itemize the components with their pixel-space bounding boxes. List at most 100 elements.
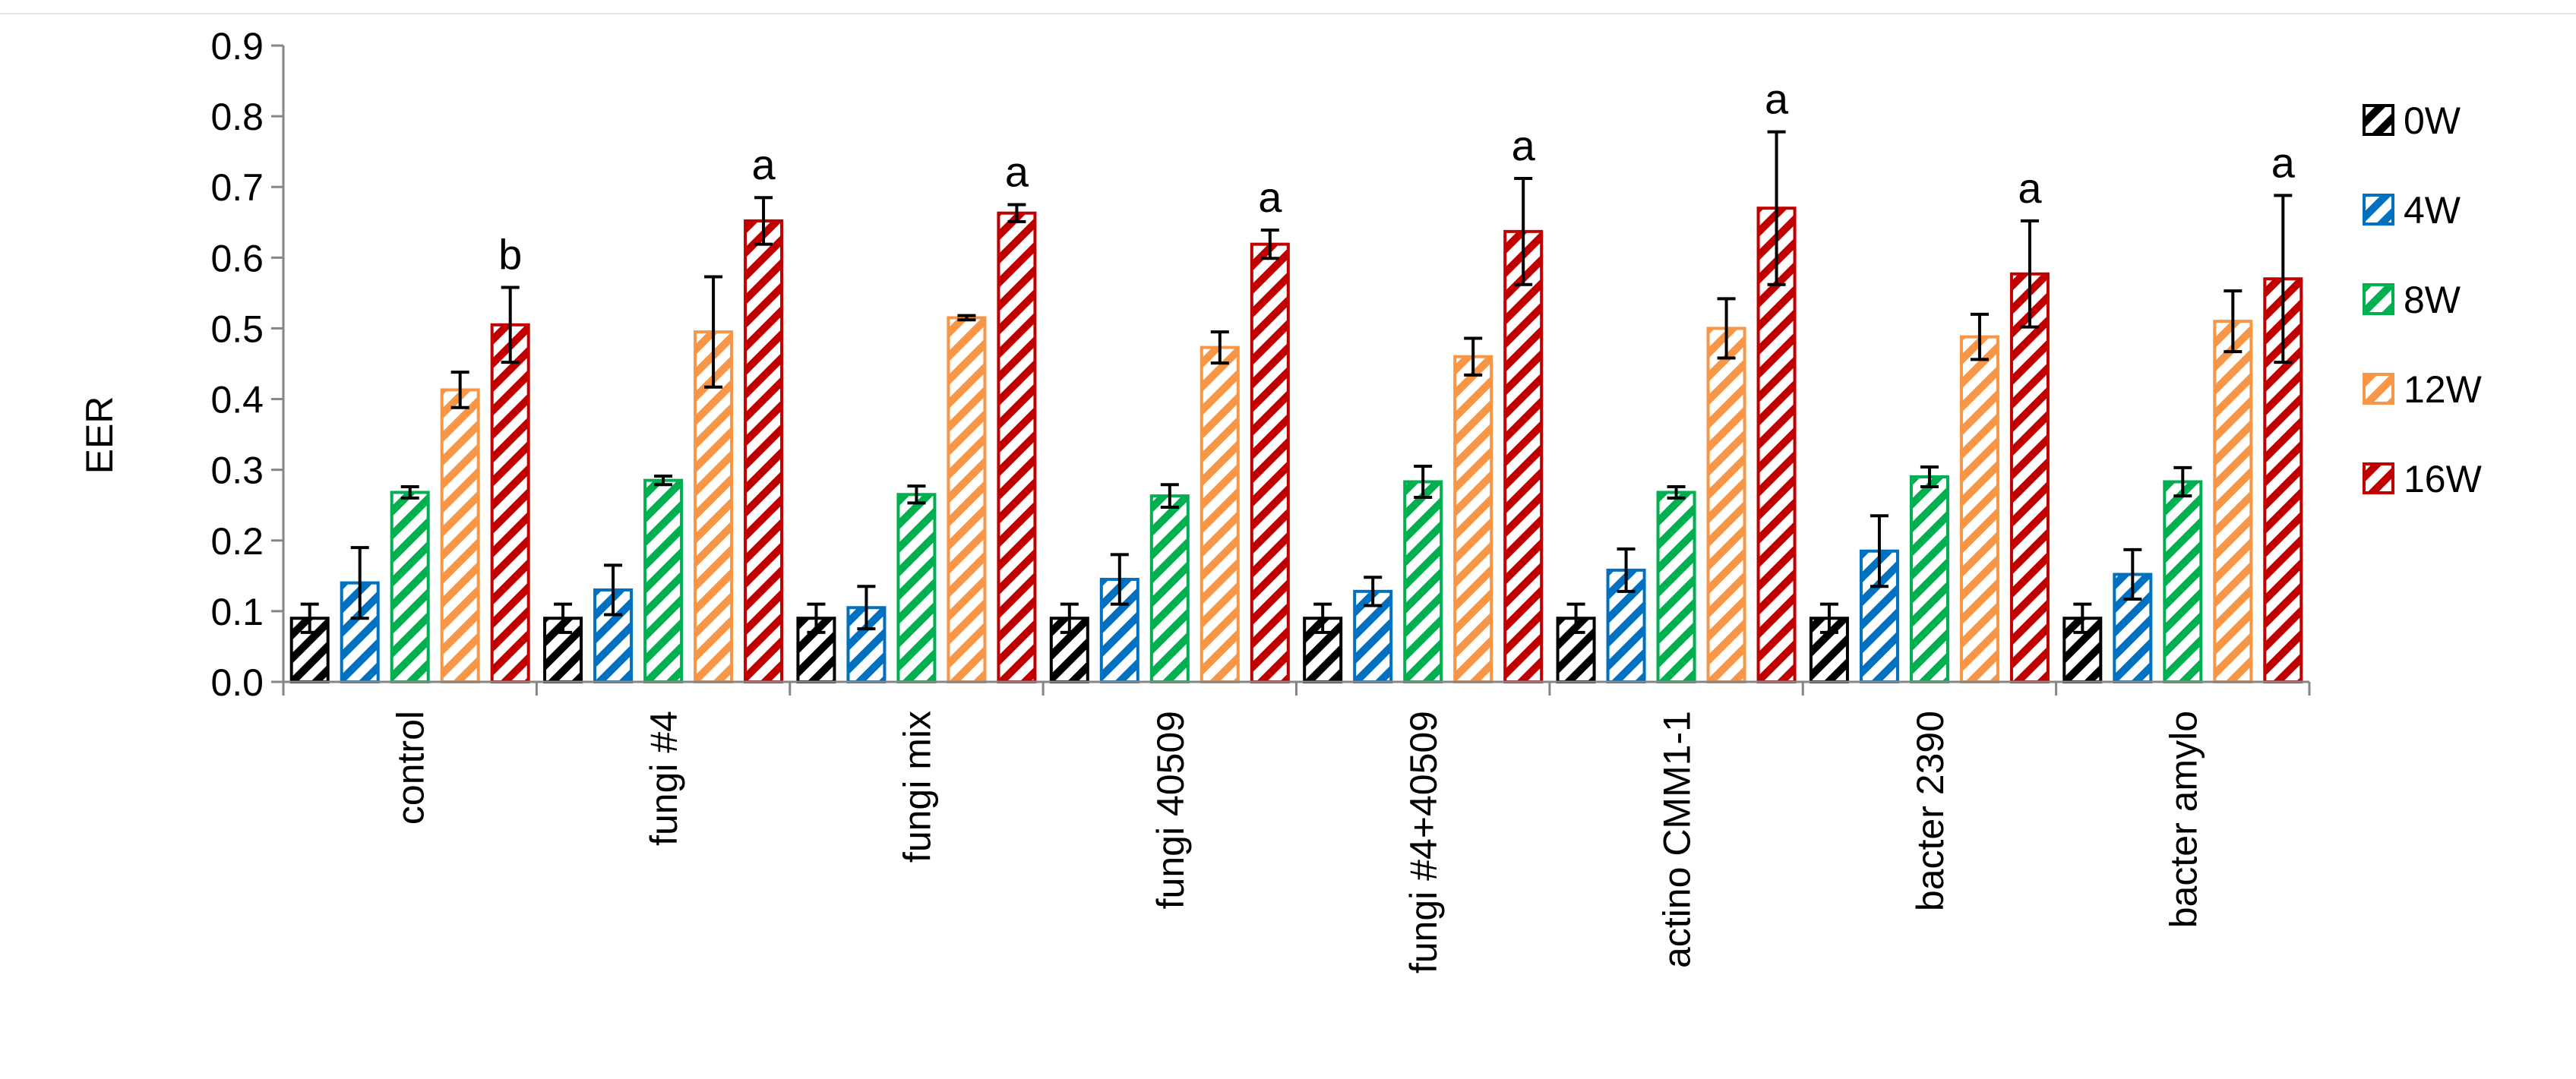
y-tick-label: 0.5 xyxy=(210,308,264,350)
legend-item-12w: 12W xyxy=(2363,368,2483,411)
error-bar-0w-fungi-4 xyxy=(554,602,573,634)
bar-16w-bacter-2390 xyxy=(2009,272,2050,683)
legend-label-8w: 8W xyxy=(2404,279,2461,321)
error-bar-4w-control xyxy=(350,546,369,620)
y-tick-label: 0.0 xyxy=(210,661,264,704)
error-bar-0w-fungi-40509 xyxy=(1060,602,1079,634)
significance-letter-control: b xyxy=(498,230,522,278)
x-axis: control fungi #4 fungi mix fungi 40509 fungi… xyxy=(282,680,2311,973)
error-bar-8w-bacter-amylo xyxy=(2173,465,2192,498)
error-bar-12w-fungi-mix xyxy=(957,314,976,322)
x-tick-label-control: control xyxy=(390,711,432,825)
bar-12w-fungi-40509 xyxy=(1199,345,1240,683)
legend-swatch-0w xyxy=(2363,104,2394,136)
bar-8w-fungi-mix xyxy=(896,493,937,683)
bar-12w-bacter-2390 xyxy=(1959,335,1999,683)
significance-letter-fungi-4-40509: a xyxy=(1512,121,1536,169)
error-bar-12w-bacter-amylo xyxy=(2224,289,2243,354)
legend-label-4w: 4W xyxy=(2404,189,2461,232)
error-bar-16w-fungi-4 xyxy=(754,196,773,246)
error-bar-16w-fungi-40509 xyxy=(1260,229,1279,260)
error-bar-8w-actino-cmm1-1 xyxy=(1667,485,1686,500)
x-tick-label-bacter-2390: bacter 2390 xyxy=(1909,711,1952,911)
error-bars xyxy=(300,130,2293,634)
x-tick-label-fungi-4: fungi #4 xyxy=(643,711,685,846)
error-bar-12w-actino-cmm1-1 xyxy=(1717,297,1736,360)
bar-8w-actino-cmm1-1 xyxy=(1656,491,1696,683)
x-tick-label-fungi-mix: fungi mix xyxy=(896,711,938,863)
error-bar-8w-fungi-40509 xyxy=(1160,483,1179,510)
error-bar-4w-fungi-4 xyxy=(604,563,623,617)
legend-swatch-8w xyxy=(2363,283,2394,315)
legend-swatch-12w xyxy=(2363,373,2394,405)
error-bar-0w-fungi-mix xyxy=(807,602,826,634)
legend-swatch-4w xyxy=(2363,194,2394,226)
x-tick-label-fungi-4-40509: fungi #4+40509 xyxy=(1402,711,1445,973)
legend: 0W 4W 8W 12W 16W xyxy=(2363,99,2483,500)
error-bar-0w-bacter-amylo xyxy=(2073,602,2092,634)
error-bar-12w-fungi-4-40509 xyxy=(1464,336,1483,377)
y-tick-label: 0.4 xyxy=(210,379,264,421)
error-bar-8w-fungi-4 xyxy=(654,475,673,487)
bar-8w-bacter-2390 xyxy=(1909,475,1949,683)
significance-letter-fungi-40509: a xyxy=(1258,173,1282,221)
bar-12w-fungi-mix xyxy=(947,316,987,683)
bar-16w-fungi-mix xyxy=(997,211,1037,683)
y-axis-title: EER xyxy=(78,396,121,475)
significance-letter-actino-cmm1-1: a xyxy=(1765,75,1789,123)
significance-letter-fungi-mix: a xyxy=(1005,148,1029,196)
bar-16w-fungi-4 xyxy=(744,219,784,684)
y-tick-label: 0.2 xyxy=(210,520,264,563)
error-bar-16w-actino-cmm1-1 xyxy=(1767,130,1786,286)
legend-label-16w: 16W xyxy=(2404,458,2483,500)
bar-12w-actino-cmm1-1 xyxy=(1706,327,1746,683)
error-bar-16w-fungi-mix xyxy=(1007,203,1026,223)
legend-item-4w: 4W xyxy=(2363,189,2461,232)
error-bar-0w-actino-cmm1-1 xyxy=(1566,602,1585,634)
bar-8w-bacter-amylo xyxy=(2163,480,2203,683)
error-bar-16w-bacter-amylo xyxy=(2274,194,2293,364)
y-tick-label: 0.9 xyxy=(210,25,264,68)
significance-letters: b a a a a a a a xyxy=(498,75,2296,279)
error-bar-4w-fungi-40509 xyxy=(1110,553,1129,606)
error-bar-4w-fungi-mix xyxy=(857,585,876,631)
error-bar-4w-bacter-amylo xyxy=(2123,547,2142,601)
error-bar-0w-bacter-2390 xyxy=(1819,602,1838,634)
bars xyxy=(289,207,2303,684)
bar-16w-fungi-40509 xyxy=(1250,242,1290,683)
legend-item-0w: 0W xyxy=(2363,99,2461,142)
significance-letter-bacter-amylo: a xyxy=(2271,138,2296,186)
bar-12w-fungi-4-40509 xyxy=(1453,355,1493,683)
legend-item-16w: 16W xyxy=(2363,458,2483,500)
error-bar-16w-fungi-4-40509 xyxy=(1514,177,1533,286)
error-bar-4w-actino-cmm1-1 xyxy=(1617,547,1636,593)
error-bar-12w-fungi-40509 xyxy=(1210,330,1229,365)
significance-letter-bacter-2390: a xyxy=(2018,164,2042,212)
y-tick-label: 0.1 xyxy=(210,591,264,633)
significance-letter-fungi-4: a xyxy=(751,140,776,188)
error-bar-4w-fungi-4-40509 xyxy=(1364,576,1383,607)
bar-16w-fungi-4-40509 xyxy=(1503,229,1544,684)
bar-12w-bacter-amylo xyxy=(2213,320,2253,683)
bar-8w-control xyxy=(390,491,430,683)
legend-item-8w: 8W xyxy=(2363,279,2461,321)
error-bar-8w-control xyxy=(400,485,419,500)
error-bar-16w-control xyxy=(501,286,520,364)
error-bar-8w-fungi-mix xyxy=(907,484,926,505)
bar-8w-fungi-4-40509 xyxy=(1403,480,1443,683)
x-tick-label-fungi-40509: fungi 40509 xyxy=(1149,711,1192,909)
legend-label-12w: 12W xyxy=(2404,368,2483,411)
error-bar-4w-bacter-2390 xyxy=(1870,514,1889,588)
x-tick-label-actino-cmm1-1: actino CMM1-1 xyxy=(1656,711,1699,968)
y-tick-label: 0.6 xyxy=(210,237,264,279)
error-bar-12w-fungi-4 xyxy=(704,275,723,389)
error-bar-8w-bacter-2390 xyxy=(1920,465,1939,489)
y-tick-label: 0.7 xyxy=(210,166,264,209)
error-bar-12w-control xyxy=(450,371,469,409)
y-tick-label: 0.8 xyxy=(210,96,264,138)
legend-label-0w: 0W xyxy=(2404,99,2461,142)
bar-8w-fungi-4 xyxy=(643,478,684,684)
y-axis: 0.0 0.1 0.2 0.3 0.4 0.5 0.6 0.7 0.8 0.9 xyxy=(210,25,285,704)
